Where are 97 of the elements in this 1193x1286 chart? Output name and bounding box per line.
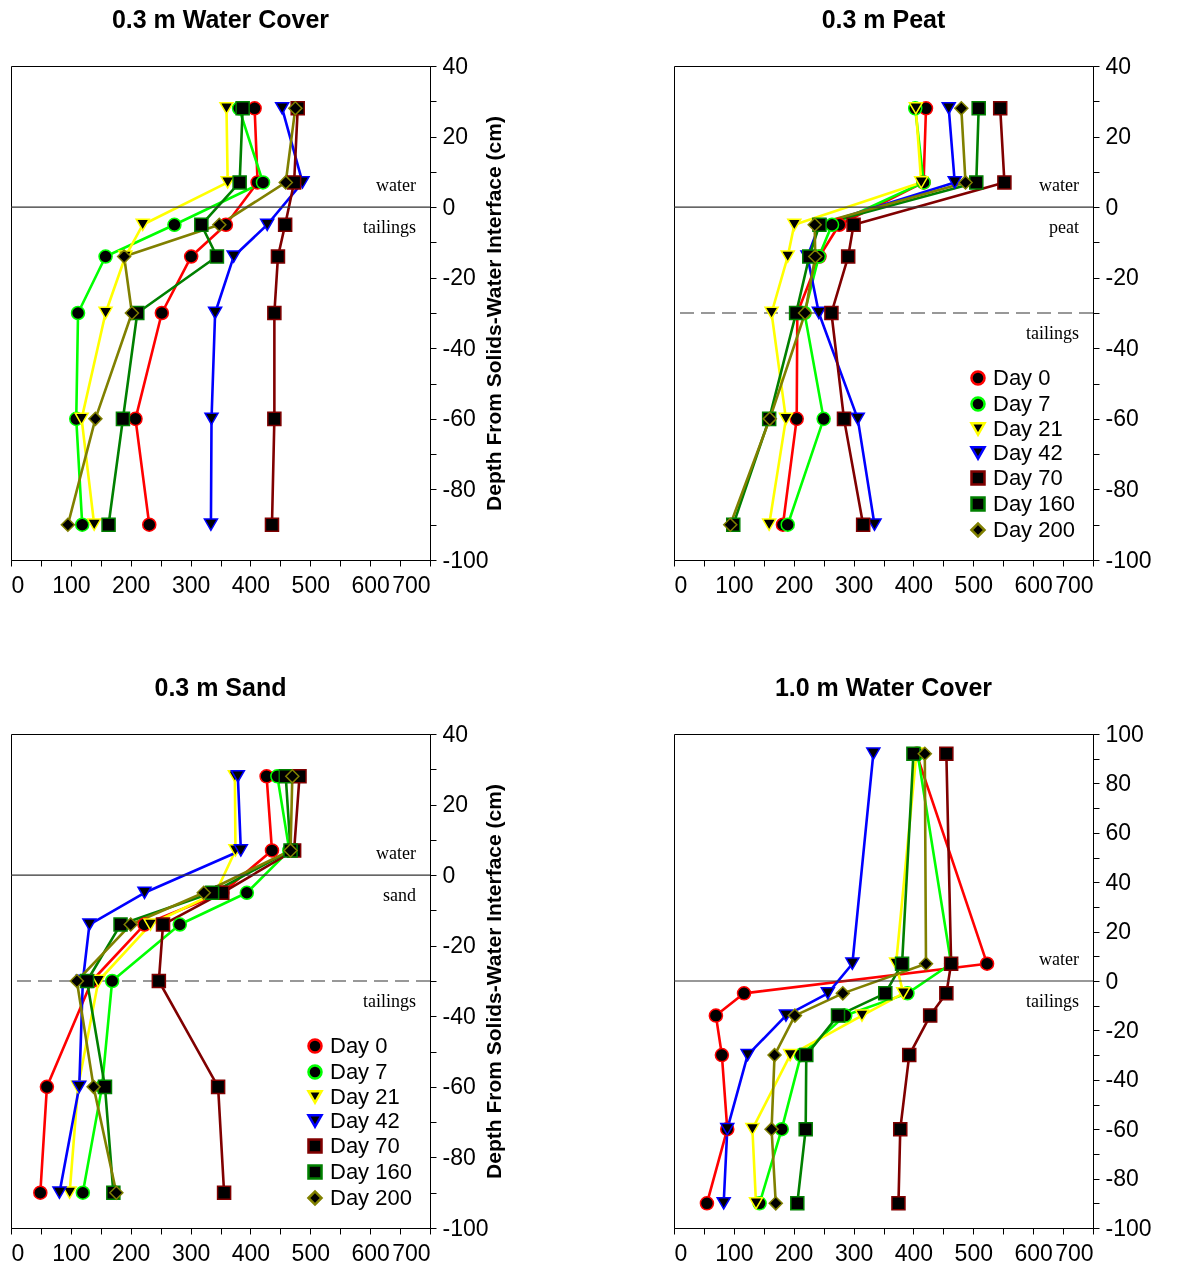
x-tick-label: 700 — [392, 1239, 431, 1266]
annotation: sand — [383, 885, 416, 906]
y-tick-label: -40 — [442, 1002, 476, 1029]
legend-label: Day 70 — [330, 1133, 400, 1158]
x-tick-label: 600 — [351, 571, 390, 598]
y-tick-label: 20 — [442, 791, 469, 818]
legend-label: Day 0 — [330, 1033, 388, 1058]
y-tick-label: 40 — [1105, 52, 1132, 79]
y-tick-label: -100 — [442, 546, 489, 573]
annotation: tailings — [363, 991, 416, 1011]
x-tick-label: 400 — [231, 571, 271, 598]
y-tick-label: 0 — [442, 193, 456, 220]
annotation: water — [1039, 949, 1079, 969]
y-axis-title: Depth From Solids-Water Interface (cm) — [481, 116, 505, 511]
legend-label: Day 7 — [330, 1059, 388, 1084]
legend-label: Day 200 — [330, 1185, 412, 1210]
y-tick-label: -60 — [442, 405, 476, 432]
x-tick-label: 100 — [52, 571, 91, 598]
x-tick-label: 300 — [834, 571, 874, 598]
annotation: water — [1039, 175, 1079, 196]
y-tick-label: 40 — [442, 720, 469, 747]
y-tick-label: 0 — [1105, 967, 1119, 994]
y-tick-label: -80 — [442, 475, 476, 502]
y-tick-label: 20 — [1105, 123, 1132, 150]
x-tick-label: 700 — [1055, 1239, 1094, 1266]
legend-label: Day 42 — [993, 440, 1063, 465]
legend-label: Day 70 — [993, 465, 1063, 490]
chart-title: 1.0 m Water Cover — [774, 673, 993, 701]
chart-title: 0.3 m Sand — [154, 673, 287, 701]
x-tick-label: 500 — [291, 1239, 330, 1266]
annotation: water — [376, 175, 416, 196]
x-tick-label: 200 — [112, 1239, 151, 1266]
annotation: tailings — [363, 217, 416, 238]
x-tick-label: 200 — [775, 1239, 814, 1266]
y-tick-label: -20 — [442, 264, 476, 291]
y-tick-label: 40 — [1105, 868, 1132, 895]
legend-label: Day 21 — [330, 1084, 400, 1109]
y-tick-label: -100 — [1105, 1214, 1152, 1241]
y-tick-label: -100 — [1105, 546, 1152, 573]
x-tick-label: 600 — [1014, 571, 1053, 598]
x-tick-label: 700 — [392, 571, 431, 598]
legend-label: Day 21 — [993, 416, 1063, 441]
x-tick-label: 600 — [351, 1239, 390, 1266]
y-tick-label: -80 — [1105, 1165, 1139, 1192]
x-tick-label: 100 — [715, 571, 754, 598]
y-axis-title: Depth From Solids-Water Interface (cm) — [481, 784, 505, 1179]
y-tick-label: 40 — [442, 52, 469, 79]
x-tick-label: 400 — [231, 1239, 271, 1266]
x-tick-label: 500 — [954, 571, 993, 598]
y-tick-label: 0 — [1105, 193, 1119, 220]
y-tick-label: -40 — [1105, 334, 1139, 361]
chart-title: 0.3 m Peat — [821, 5, 947, 33]
chart-title: 0.3 m Water Cover — [111, 5, 330, 33]
annotation: tailings — [1026, 323, 1079, 343]
x-tick-label: 700 — [1055, 571, 1094, 598]
x-tick-label: 100 — [52, 1239, 91, 1266]
x-tick-label: 300 — [171, 1239, 211, 1266]
x-tick-label: 200 — [112, 571, 151, 598]
y-tick-label: 20 — [1105, 918, 1132, 945]
legend-label: Day 160 — [330, 1159, 412, 1184]
y-tick-label: -40 — [442, 334, 476, 361]
legend-label: Day 0 — [993, 365, 1051, 390]
x-tick-label: 300 — [834, 1239, 874, 1266]
x-tick-label: 600 — [1014, 1239, 1053, 1266]
x-tick-label: 400 — [894, 571, 934, 598]
y-tick-label: 20 — [442, 123, 469, 150]
y-tick-label: -40 — [1105, 1066, 1139, 1093]
y-tick-label: 80 — [1105, 769, 1132, 796]
y-tick-label: -80 — [1105, 475, 1139, 502]
y-tick-label: -20 — [1105, 1016, 1139, 1043]
legend-label: Day 42 — [330, 1108, 400, 1133]
annotation: peat — [1049, 217, 1079, 238]
x-tick-label: 500 — [954, 1239, 993, 1266]
y-tick-label: 0 — [442, 861, 456, 888]
y-tick-label: -60 — [442, 1073, 476, 1100]
x-tick-label: 0 — [674, 1239, 688, 1266]
y-tick-label: -20 — [442, 932, 476, 959]
x-tick-label: 200 — [775, 571, 814, 598]
y-tick-label: -20 — [1105, 264, 1139, 291]
y-tick-label: 100 — [1105, 720, 1144, 747]
x-tick-label: 500 — [291, 571, 330, 598]
x-tick-label: 400 — [894, 1239, 934, 1266]
annotation: water — [376, 843, 416, 864]
x-tick-label: 0 — [674, 571, 688, 598]
annotation: tailings — [1026, 991, 1079, 1011]
y-tick-label: -80 — [442, 1143, 476, 1170]
x-tick-label: 0 — [11, 1239, 25, 1266]
legend-label: Day 7 — [993, 391, 1051, 416]
legend-label: Day 160 — [993, 491, 1075, 516]
x-tick-label: 0 — [11, 571, 25, 598]
x-tick-label: 100 — [715, 1239, 754, 1266]
legend-label: Day 200 — [993, 517, 1075, 542]
y-tick-label: -100 — [442, 1214, 489, 1241]
y-tick-label: -60 — [1105, 405, 1139, 432]
x-tick-label: 300 — [171, 571, 211, 598]
y-tick-label: 60 — [1105, 819, 1132, 846]
y-tick-label: -60 — [1105, 1115, 1139, 1142]
